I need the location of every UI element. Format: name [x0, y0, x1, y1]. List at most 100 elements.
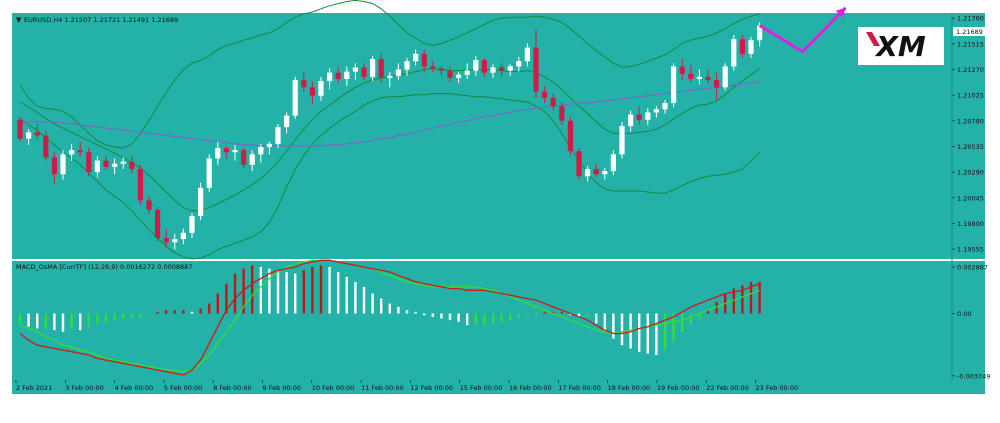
candle-bearish [103, 160, 109, 167]
candle-bullish [757, 25, 763, 41]
candle-bearish [86, 152, 92, 173]
candle-bullish [524, 47, 530, 62]
candle-bullish [507, 66, 513, 71]
macd-panel-header: MACD_OsMA [CurrTF] (12,26,9) 0.0016272 0… [16, 263, 192, 271]
macd-histogram-bar [655, 313, 658, 356]
candle-bearish [241, 150, 247, 165]
macd-histogram-bar [182, 310, 185, 314]
candle-bullish [249, 154, 255, 165]
candle-bearish [533, 47, 539, 92]
candle-bearish [137, 168, 143, 201]
candle-bearish [499, 67, 505, 71]
macd-histogram-bar [328, 266, 331, 314]
candle-bullish [94, 160, 100, 173]
macd-histogram-bar [165, 310, 168, 314]
macd-axis-labels: 0.002887 0.00 -0.003749 [952, 264, 990, 380]
macd-histogram-bar [603, 313, 606, 332]
candle-bearish [567, 120, 573, 152]
price-panel[interactable] [12, 13, 952, 259]
macd-histogram-bar [259, 266, 262, 314]
macd-histogram-bar [526, 313, 529, 316]
time-tick-label: 16 Feb 00:00 [509, 384, 552, 392]
moving-average-line [20, 81, 760, 147]
candle-bearish [129, 161, 135, 169]
candle-bearish [714, 79, 720, 88]
macd-histogram-bar [560, 311, 563, 314]
macd-histogram-bar [311, 266, 314, 314]
forecast-arrow [758, 6, 847, 54]
macd-histogram-bar [620, 313, 624, 346]
macd-histogram-bar [612, 313, 615, 339]
candle-bullish [120, 161, 126, 164]
candle-bullish [628, 114, 634, 127]
price-tick-label: 1.20535 [957, 143, 984, 151]
macd-histogram-bar [440, 313, 443, 319]
time-axis-labels: 2 Feb 2021 3 Feb 00:00 4 Feb 00:00 5 Feb 00… [15, 380, 798, 392]
candle-bearish [438, 68, 444, 71]
xm-logo: XM [858, 27, 944, 65]
macd-histogram-bar [122, 313, 125, 319]
candle-bullish [516, 61, 522, 67]
macd-histogram-bar [113, 313, 116, 321]
candle-bullish [180, 232, 186, 240]
macd-histogram-bar [448, 313, 452, 321]
macd-histogram-bar [698, 313, 701, 319]
macd-histogram-bar [268, 268, 271, 314]
time-tick-label: 9 Feb 00:00 [263, 384, 302, 392]
candle-bullish [206, 158, 212, 188]
macd-histogram-bar [552, 311, 555, 314]
macd-histogram-bar [689, 313, 692, 326]
candle-bearish [378, 59, 384, 78]
candle-bullish [370, 59, 376, 77]
candle-bullish [395, 69, 401, 76]
moving-average [20, 81, 760, 147]
macd-histogram-bar [70, 313, 73, 329]
macd-histogram-bar [302, 270, 305, 314]
time-tick-label: 3 Feb 00:00 [65, 384, 104, 392]
time-tick-label: 11 Feb 00:00 [361, 384, 404, 392]
chart-menu-icon[interactable]: ▼ [16, 16, 22, 24]
candle-bearish [447, 70, 453, 78]
time-tick-label: 8 Feb 00:00 [213, 384, 252, 392]
candle-bullish [292, 79, 298, 116]
macd-histogram-bar [483, 313, 486, 326]
macd-histogram-bar [629, 313, 632, 349]
candle-bearish [430, 66, 436, 69]
price-tick-label: 1.20780 [957, 117, 984, 125]
candle-bullish [198, 187, 204, 217]
candle-bullish [258, 146, 264, 155]
price-tick-label: 1.21515 [957, 40, 984, 48]
macd-histogram-bar [337, 271, 340, 314]
macd-histogram-bar [27, 313, 30, 327]
macd-main-line [19, 259, 760, 376]
candle-bullish [318, 81, 324, 96]
forecast-arrow-path [758, 6, 847, 54]
macd-histogram-bar [638, 313, 641, 352]
candle-bearish [155, 209, 161, 239]
macd-histogram-bar [663, 313, 667, 351]
candle-bearish [679, 66, 685, 74]
macd-histogram-bar [732, 288, 735, 314]
candle-bearish [301, 79, 307, 88]
time-tick-label: 15 Feb 00:00 [460, 384, 503, 392]
xm-logo-accent [866, 32, 880, 46]
macd-panel[interactable] [12, 261, 952, 380]
candle-bullish [653, 109, 659, 113]
candle-bullish [722, 66, 728, 88]
macd-histogram-bar [517, 313, 520, 317]
macd-histogram-bar [362, 286, 366, 314]
macd-histogram-bar [18, 313, 22, 324]
candle-bearish [146, 200, 152, 210]
macd-histogram-bar [457, 313, 460, 322]
macd-histogram-bar [285, 271, 288, 314]
macd-histogram-bar [36, 313, 39, 329]
price-tick-label: 1.21025 [957, 92, 984, 100]
macd-histogram-bar [87, 313, 90, 327]
macd-histogram-bar [405, 310, 409, 314]
macd-histogram-bar [758, 281, 761, 314]
candle-bearish [34, 132, 40, 136]
candle-bearish [309, 87, 315, 96]
macd-histogram-bar [190, 311, 194, 314]
macd-histogram-bar [319, 265, 323, 314]
